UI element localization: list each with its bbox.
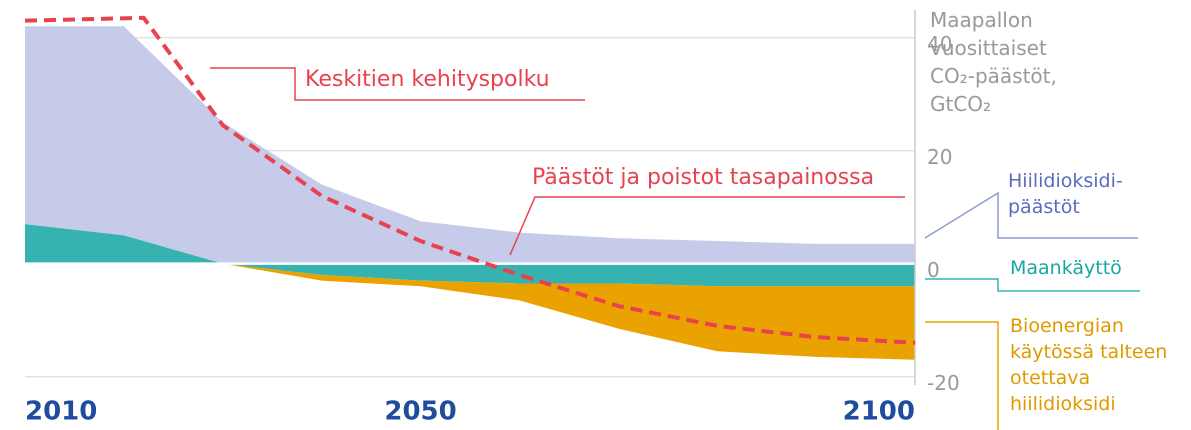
x-tick-label: 2100 bbox=[843, 397, 915, 427]
annotation: Päästöt ja poistot tasapainossa bbox=[532, 165, 874, 190]
axis-title: Maapallon vuosittaiset CO₂-päästöt, GtCO… bbox=[930, 8, 1057, 116]
legend-label: Bioenergian käytössä talteen otettava hi… bbox=[1010, 315, 1168, 415]
connector bbox=[210, 67, 585, 101]
y-tick-label: 0 bbox=[927, 258, 940, 282]
legend-label: Maankäyttö bbox=[1010, 257, 1122, 279]
area bbox=[25, 26, 915, 264]
y-tick-label: 40 bbox=[927, 32, 952, 56]
x-tick-label: 2050 bbox=[384, 397, 456, 427]
line bbox=[24, 15, 916, 345]
connector bbox=[925, 321, 999, 430]
connector bbox=[509, 196, 905, 256]
y-tick-label: -20 bbox=[927, 371, 960, 395]
line-label: Keskitien kehityspolku bbox=[305, 67, 550, 92]
connector bbox=[924, 191, 1138, 239]
x-tick-label: 2010 bbox=[25, 397, 97, 427]
area bbox=[25, 224, 915, 287]
y-tick-label: 20 bbox=[927, 145, 952, 169]
legend-label: Hiilidioksidi-päästöt bbox=[1008, 170, 1123, 218]
area bbox=[25, 263, 915, 360]
connector bbox=[925, 278, 1140, 292]
